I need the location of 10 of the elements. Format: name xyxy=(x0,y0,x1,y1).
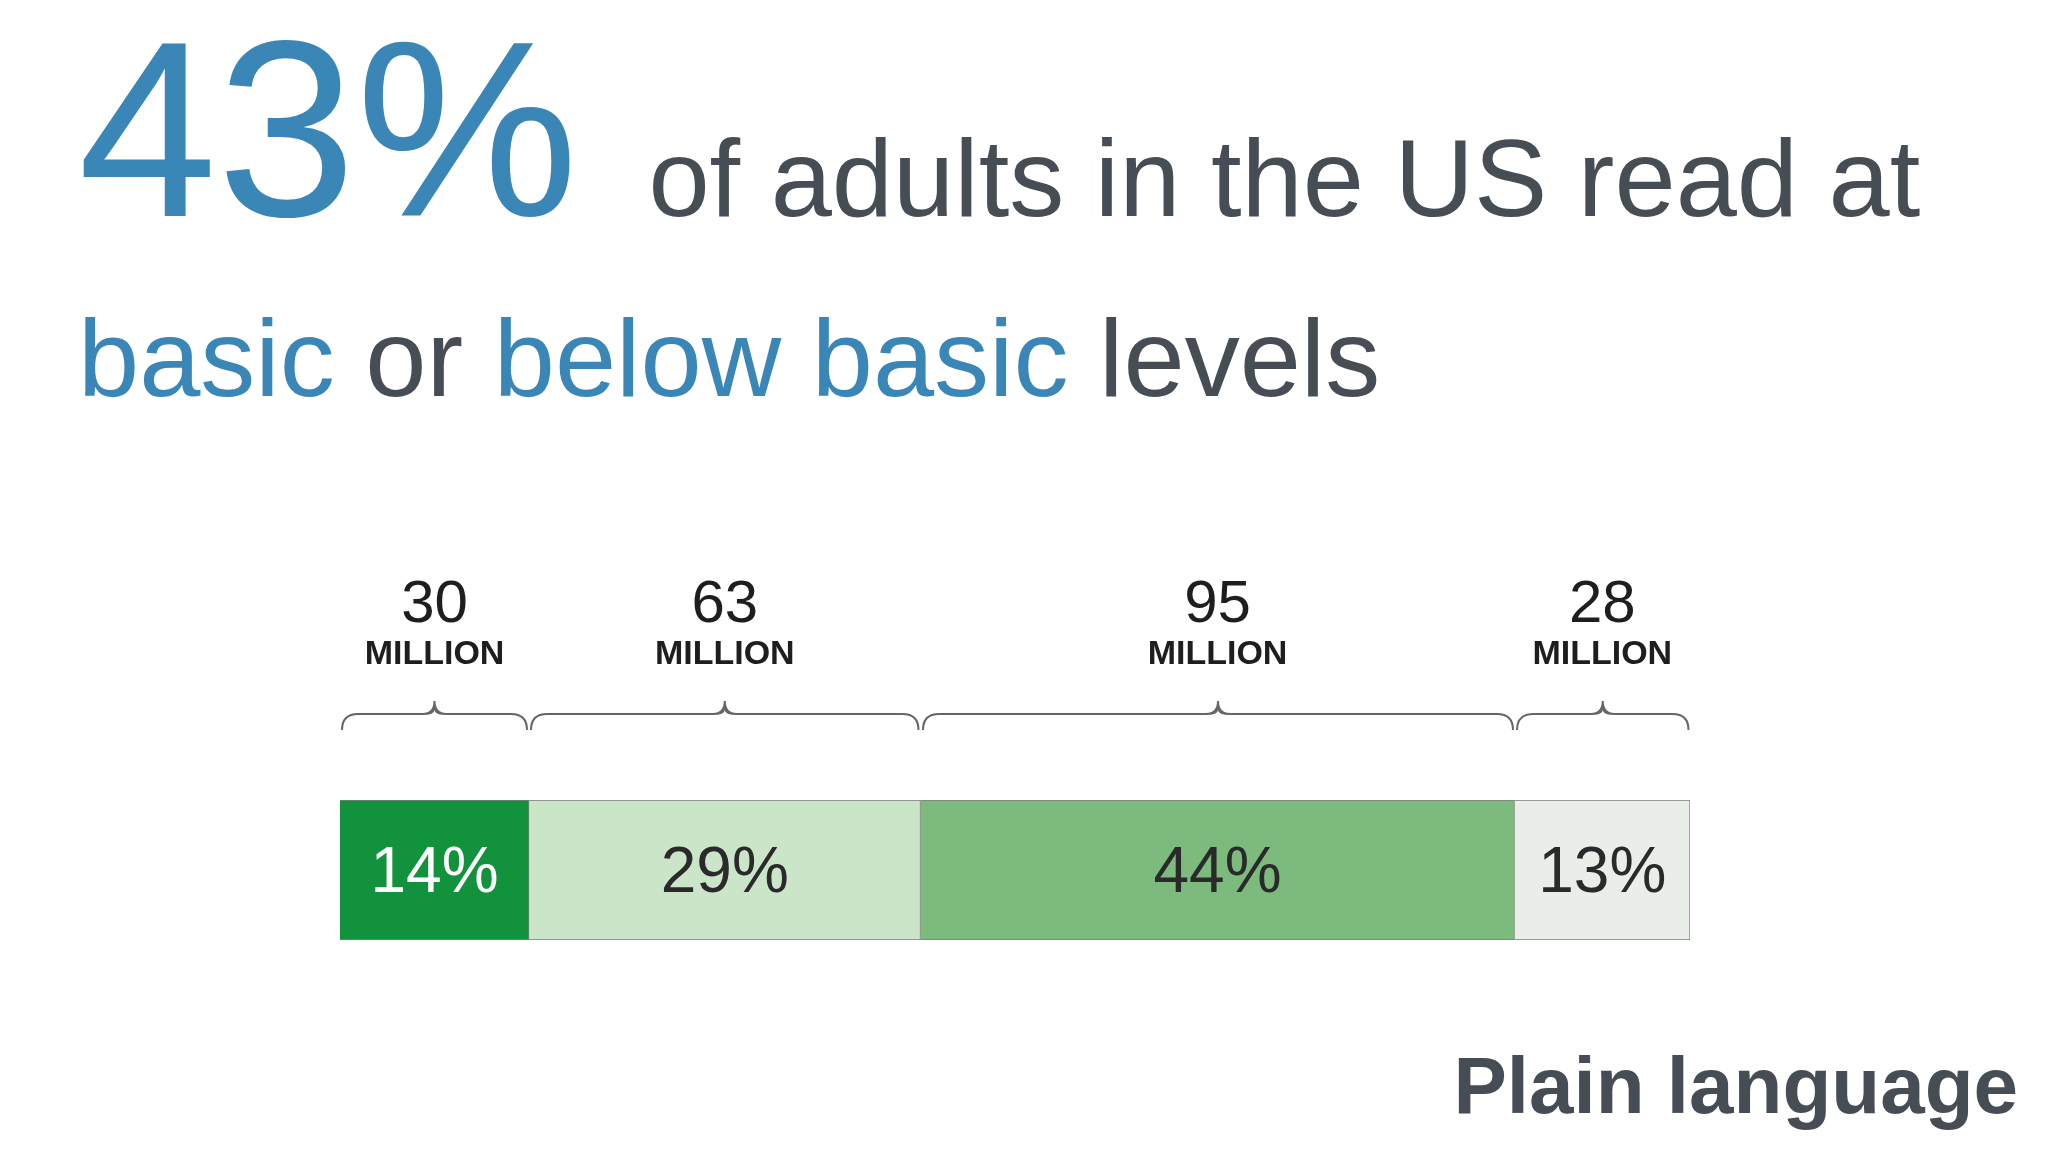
text: 95 MILLION xyxy=(1147,567,1288,672)
data-label: 44% xyxy=(1153,833,1282,906)
data-label: 13% xyxy=(1538,833,1667,906)
text: 63 MILLION xyxy=(654,567,795,672)
text: 30 MILLION xyxy=(364,567,505,672)
data-label: 14% xyxy=(370,833,499,906)
text: Plain language xyxy=(1453,1040,2018,1132)
chart-title: 43% of adults in the US read at basic or below basic levels xyxy=(78,0,1921,419)
data-label: 29% xyxy=(660,833,789,906)
text: 28 MILLION xyxy=(1532,567,1673,672)
